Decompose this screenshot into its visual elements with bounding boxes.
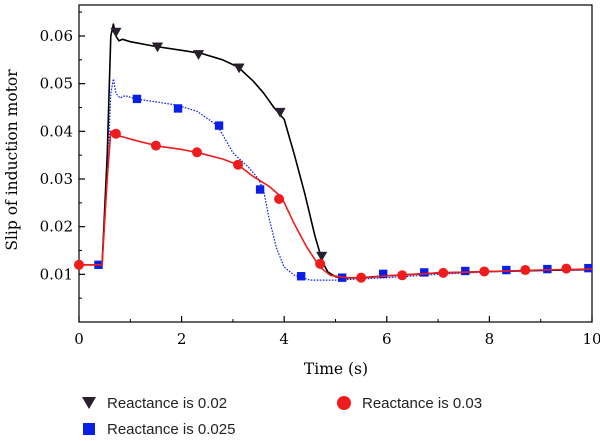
legend-label: Reactance is 0.02 [107, 395, 227, 412]
plot-area [78, 4, 593, 323]
x-axis-title: Time (s) [304, 360, 368, 378]
data-point [214, 121, 224, 130]
data-point [110, 128, 121, 139]
legend-label: Reactance is 0.025 [107, 421, 235, 438]
data-point [151, 42, 164, 53]
legend-item: Reactance is 0.02 [82, 395, 227, 412]
data-point [296, 272, 306, 281]
y-tick-label: 0.04 [40, 122, 73, 140]
series-2 [79, 78, 593, 282]
legend-label: Reactance is 0.03 [362, 395, 482, 412]
data-point [461, 266, 470, 276]
y-tick-label: 0.03 [40, 170, 73, 188]
data-point [502, 265, 511, 275]
series-line [79, 78, 593, 281]
x-tick-label: 2 [177, 330, 187, 348]
data-point [74, 259, 84, 270]
series-line [79, 23, 593, 279]
legend-item: Reactance is 0.025 [83, 421, 235, 438]
data-point [379, 269, 388, 279]
data-point [150, 140, 161, 151]
data-point [233, 63, 245, 74]
series-line [79, 130, 593, 279]
y-axis-title: Slip of induction motor [3, 69, 21, 251]
data-point [255, 185, 265, 194]
data-point [315, 258, 326, 269]
data-point [192, 50, 205, 61]
x-tick-label: 8 [485, 330, 495, 348]
legend-item: Reactance is 0.03 [337, 395, 482, 412]
legend-marker [83, 423, 95, 435]
series-1 [79, 23, 593, 279]
data-point [520, 265, 531, 276]
data-point [561, 263, 572, 274]
data-point [584, 263, 593, 273]
data-point [110, 27, 122, 38]
x-tick-label: 10 [582, 330, 600, 348]
data-point [233, 159, 244, 170]
x-tick-label: 4 [279, 330, 289, 348]
plot-frame [78, 4, 593, 323]
y-tick-label: 0.06 [40, 27, 73, 45]
x-tick-label: 6 [382, 330, 392, 348]
data-point [191, 147, 202, 158]
data-point [438, 267, 449, 278]
data-point [479, 266, 490, 277]
x-tick-label: 0 [74, 330, 84, 348]
series-layer [74, 23, 593, 283]
y-tick-label: 0.01 [40, 265, 73, 283]
data-point [356, 272, 367, 283]
legend-marker [82, 397, 96, 409]
axis-ticks: 0 2 4 6 8 10 0.01 0.02 0.03 0.04 0.05 0.06 [40, 11, 600, 348]
y-tick-label: 0.05 [40, 75, 73, 93]
data-point [397, 270, 408, 281]
data-point [420, 268, 429, 277]
data-point [132, 94, 142, 104]
legend-marker [337, 396, 351, 410]
data-point [274, 194, 285, 205]
series-3 [74, 128, 593, 283]
data-point [173, 104, 183, 113]
y-tick-label: 0.02 [40, 218, 73, 236]
legend: Reactance is 0.02 Reactance is 0.025 React… [82, 395, 482, 438]
data-point [316, 251, 328, 262]
data-point [274, 107, 286, 118]
